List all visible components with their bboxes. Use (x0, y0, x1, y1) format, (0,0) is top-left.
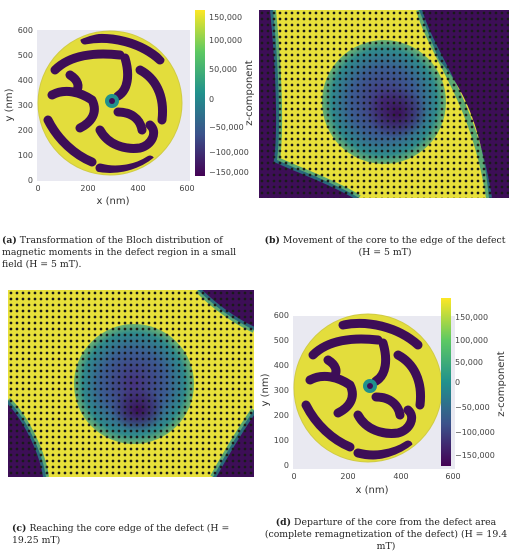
caption-text: Departure of the core from the defect ar… (264, 517, 508, 552)
x-axis-label: x (nm) (97, 196, 130, 207)
caption-a: (a) Transformation of the Bloch distribu… (2, 235, 257, 271)
colorbar-tick: 150,000 (455, 313, 488, 322)
colorbar-tick: 50,000 (455, 358, 483, 367)
x-tick: 400 (393, 472, 408, 481)
x-tick: 600 (179, 184, 194, 193)
colorbar-label: z-component (496, 351, 507, 417)
x-tick: 600 (445, 472, 460, 481)
panel-d: 600 500 400 300 200 100 0 y (nm) 0 200 4… (256, 290, 511, 505)
magnetization-disk (37, 30, 183, 176)
colorbar: 150,000 100,000 50,000 0 −50,000 −100,00… (441, 298, 507, 466)
y-tick: 500 (18, 51, 33, 60)
caption-b: (b) Movement of the core to the edge of … (262, 235, 508, 259)
caption-text: Movement of the core to the edge of the … (282, 235, 506, 258)
y-tick: 200 (274, 411, 289, 420)
y-tick: 400 (274, 361, 289, 370)
panel-d-plot: 600 500 400 300 200 100 0 y (nm) 0 200 4… (260, 298, 507, 496)
colorbar-tick: 100,000 (209, 36, 242, 45)
magnetization-disk (293, 313, 443, 463)
panel-c (5, 287, 257, 479)
colorbar-gradient (195, 10, 205, 176)
y-tick: 100 (274, 436, 289, 445)
panel-a: 600 500 400 300 200 100 0 y (nm) 0 200 4… (0, 0, 255, 215)
x-tick: 400 (130, 184, 145, 193)
x-axis: 0 200 400 600 x (nm) (35, 184, 194, 207)
caption-letter: (d) (275, 517, 292, 528)
colorbar-tick: 0 (455, 378, 460, 387)
caption-c: (c) Reaching the core edge of the defect… (12, 523, 258, 547)
y-tick: 500 (274, 336, 289, 345)
panel-b-plot (259, 9, 509, 201)
colorbar: 150,000 100,000 50,000 0 −50,000 −100,00… (195, 10, 255, 177)
colorbar-tick: 100,000 (455, 336, 488, 345)
y-tick: 400 (18, 76, 33, 85)
y-tick: 200 (18, 126, 33, 135)
colorbar-label: z-component (244, 60, 255, 126)
y-axis: 600 500 400 300 200 100 0 y (nm) (4, 26, 33, 185)
caption-letter: (a) (2, 235, 17, 246)
caption-letter: (c) (12, 523, 27, 534)
caption-d: (d) Departure of the core from the defec… (262, 517, 510, 553)
y-tick: 600 (274, 311, 289, 320)
colorbar-tick: −50,000 (455, 403, 490, 412)
y-tick: 600 (18, 26, 33, 35)
moment-grid (259, 10, 509, 198)
x-tick: 200 (340, 472, 355, 481)
colorbar-tick: 0 (209, 95, 214, 104)
colorbar-tick: −150,000 (455, 451, 495, 460)
colorbar-tick: 50,000 (209, 65, 237, 74)
colorbar-tick: −150,000 (209, 168, 249, 177)
y-tick: 0 (284, 461, 289, 470)
caption-text: Reaching the core edge of the defect (H … (12, 523, 230, 546)
x-tick: 0 (291, 472, 296, 481)
colorbar-gradient (441, 298, 451, 466)
caption-letter: (b) (264, 235, 280, 246)
x-axis-label: x (nm) (356, 485, 389, 496)
colorbar-tick: −100,000 (209, 148, 249, 157)
x-tick: 200 (80, 184, 95, 193)
y-axis: 600 500 400 300 200 100 0 y (nm) (260, 311, 289, 470)
panel-a-plot: 600 500 400 300 200 100 0 y (nm) 0 200 4… (4, 10, 255, 207)
x-tick: 0 (35, 184, 40, 193)
y-tick: 300 (18, 101, 33, 110)
colorbar-tick: −100,000 (455, 428, 495, 437)
colorbar-tick: 150,000 (209, 13, 242, 22)
panel-c-plot (5, 287, 257, 479)
caption-text: Transformation of the Bloch distribution… (2, 235, 237, 270)
y-tick: 0 (28, 176, 33, 185)
panel-b (259, 9, 509, 201)
y-tick: 100 (18, 151, 33, 160)
moment-grid (8, 290, 254, 477)
y-axis-label: y (nm) (4, 88, 15, 121)
y-tick: 300 (274, 386, 289, 395)
colorbar-tick: −50,000 (209, 123, 244, 132)
x-axis: 0 200 400 600 x (nm) (291, 472, 460, 496)
y-axis-label: y (nm) (260, 373, 271, 406)
